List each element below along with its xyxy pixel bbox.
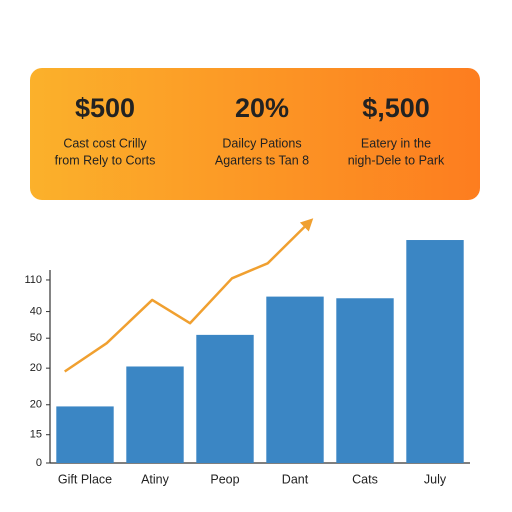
stat-value: 20%: [235, 93, 289, 123]
bar: [56, 406, 114, 463]
stat-caption: from Rely to Corts: [55, 153, 156, 167]
bar: [406, 240, 464, 463]
bar: [196, 334, 254, 463]
stat-caption: Dailcy Pations: [222, 136, 301, 150]
y-tick-label: 15: [30, 429, 42, 441]
y-tick-label: 50: [30, 332, 42, 344]
bar: [266, 296, 324, 463]
x-tick-label: Cats: [352, 472, 378, 486]
stat-caption: Eatery in the: [361, 136, 431, 150]
x-tick-label: Gift Place: [58, 472, 112, 486]
y-tick-label: 0: [36, 457, 42, 469]
y-tick-label: 20: [30, 399, 42, 411]
stat-caption: Cast cost Crilly: [63, 136, 147, 150]
stat-value: $500: [75, 93, 135, 123]
trend-line: [64, 218, 314, 373]
bar: [126, 366, 184, 463]
x-tick-label: Atiny: [141, 472, 170, 486]
y-tick-label: 20: [30, 362, 42, 374]
banner: [30, 68, 480, 200]
stat-caption: nigh-Dele to Park: [348, 153, 445, 167]
x-tick-label: Peop: [210, 472, 239, 486]
y-tick-label: 40: [30, 305, 42, 317]
x-tick-label: Dant: [282, 472, 309, 486]
x-tick-label: July: [424, 472, 447, 486]
stat-value: $,500: [362, 93, 430, 123]
y-tick-label: 110: [24, 274, 42, 286]
bar: [336, 298, 394, 463]
stat-caption: Agarters ts Tan 8: [215, 153, 309, 167]
